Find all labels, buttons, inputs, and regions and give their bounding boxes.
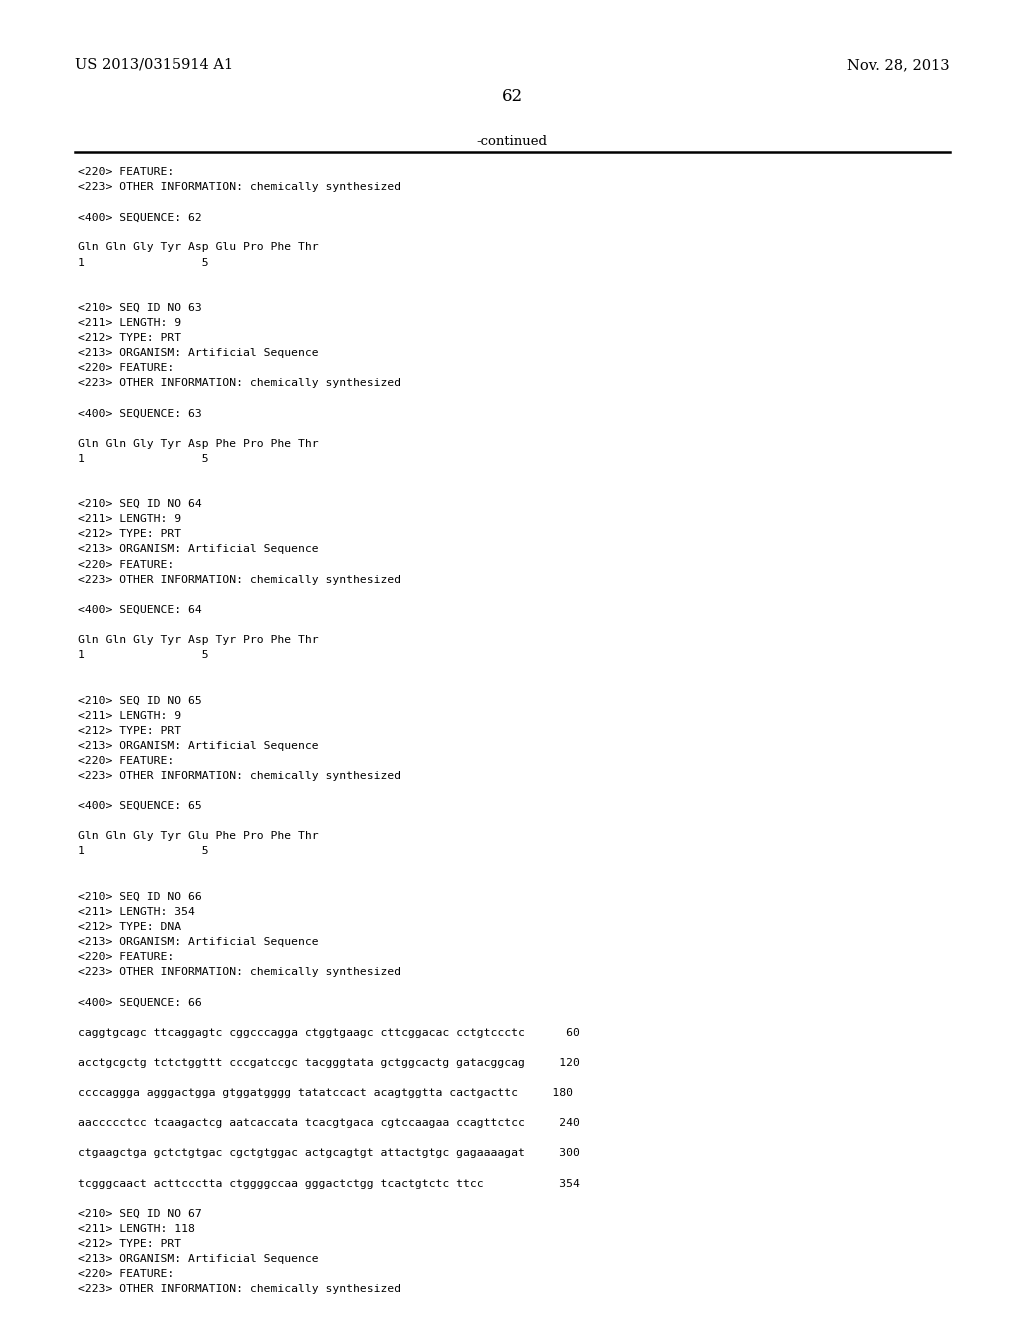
Text: US 2013/0315914 A1: US 2013/0315914 A1 bbox=[75, 58, 233, 73]
Text: <211> LENGTH: 118: <211> LENGTH: 118 bbox=[78, 1224, 195, 1234]
Text: <210> SEQ ID NO 63: <210> SEQ ID NO 63 bbox=[78, 302, 202, 313]
Text: Gln Gln Gly Tyr Asp Tyr Pro Phe Thr: Gln Gln Gly Tyr Asp Tyr Pro Phe Thr bbox=[78, 635, 318, 645]
Text: <212> TYPE: PRT: <212> TYPE: PRT bbox=[78, 1239, 181, 1249]
Text: <211> LENGTH: 354: <211> LENGTH: 354 bbox=[78, 907, 195, 917]
Text: <400> SEQUENCE: 65: <400> SEQUENCE: 65 bbox=[78, 801, 202, 812]
Text: <213> ORGANISM: Artificial Sequence: <213> ORGANISM: Artificial Sequence bbox=[78, 741, 318, 751]
Text: acctgcgctg tctctggttt cccgatccgc tacgggtata gctggcactg gatacggcag     120: acctgcgctg tctctggttt cccgatccgc tacgggt… bbox=[78, 1057, 580, 1068]
Text: <212> TYPE: PRT: <212> TYPE: PRT bbox=[78, 726, 181, 735]
Text: aaccccctcc tcaagactcg aatcaccata tcacgtgaca cgtccaagaa ccagttctcc     240: aaccccctcc tcaagactcg aatcaccata tcacgtg… bbox=[78, 1118, 580, 1129]
Text: <220> FEATURE:: <220> FEATURE: bbox=[78, 363, 174, 374]
Text: <211> LENGTH: 9: <211> LENGTH: 9 bbox=[78, 515, 181, 524]
Text: <220> FEATURE:: <220> FEATURE: bbox=[78, 560, 174, 570]
Text: <220> FEATURE:: <220> FEATURE: bbox=[78, 952, 174, 962]
Text: 62: 62 bbox=[502, 88, 522, 106]
Text: <210> SEQ ID NO 64: <210> SEQ ID NO 64 bbox=[78, 499, 202, 510]
Text: <220> FEATURE:: <220> FEATURE: bbox=[78, 1270, 174, 1279]
Text: Gln Gln Gly Tyr Glu Phe Pro Phe Thr: Gln Gln Gly Tyr Glu Phe Pro Phe Thr bbox=[78, 832, 318, 841]
Text: <223> OTHER INFORMATION: chemically synthesized: <223> OTHER INFORMATION: chemically synt… bbox=[78, 1284, 401, 1295]
Text: <213> ORGANISM: Artificial Sequence: <213> ORGANISM: Artificial Sequence bbox=[78, 937, 318, 948]
Text: <223> OTHER INFORMATION: chemically synthesized: <223> OTHER INFORMATION: chemically synt… bbox=[78, 968, 401, 977]
Text: <210> SEQ ID NO 65: <210> SEQ ID NO 65 bbox=[78, 696, 202, 705]
Text: 1                 5: 1 5 bbox=[78, 846, 209, 857]
Text: ctgaagctga gctctgtgac cgctgtggac actgcagtgt attactgtgc gagaaaagat     300: ctgaagctga gctctgtgac cgctgtggac actgcag… bbox=[78, 1148, 580, 1159]
Text: <211> LENGTH: 9: <211> LENGTH: 9 bbox=[78, 710, 181, 721]
Text: <220> FEATURE:: <220> FEATURE: bbox=[78, 756, 174, 766]
Text: <220> FEATURE:: <220> FEATURE: bbox=[78, 168, 174, 177]
Text: <213> ORGANISM: Artificial Sequence: <213> ORGANISM: Artificial Sequence bbox=[78, 544, 318, 554]
Text: <210> SEQ ID NO 67: <210> SEQ ID NO 67 bbox=[78, 1209, 202, 1218]
Text: <400> SEQUENCE: 62: <400> SEQUENCE: 62 bbox=[78, 213, 202, 222]
Text: ccccaggga agggactgga gtggatgggg tatatccact acagtggtta cactgacttc     180: ccccaggga agggactgga gtggatgggg tatatcca… bbox=[78, 1088, 573, 1098]
Text: 1                 5: 1 5 bbox=[78, 454, 209, 463]
Text: <213> ORGANISM: Artificial Sequence: <213> ORGANISM: Artificial Sequence bbox=[78, 348, 318, 358]
Text: -continued: -continued bbox=[476, 135, 548, 148]
Text: <210> SEQ ID NO 66: <210> SEQ ID NO 66 bbox=[78, 892, 202, 902]
Text: Gln Gln Gly Tyr Asp Glu Pro Phe Thr: Gln Gln Gly Tyr Asp Glu Pro Phe Thr bbox=[78, 243, 318, 252]
Text: <213> ORGANISM: Artificial Sequence: <213> ORGANISM: Artificial Sequence bbox=[78, 1254, 318, 1265]
Text: <223> OTHER INFORMATION: chemically synthesized: <223> OTHER INFORMATION: chemically synt… bbox=[78, 379, 401, 388]
Text: <211> LENGTH: 9: <211> LENGTH: 9 bbox=[78, 318, 181, 327]
Text: tcgggcaact acttccctta ctggggccaa gggactctgg tcactgtctc ttcc           354: tcgggcaact acttccctta ctggggccaa gggactc… bbox=[78, 1179, 580, 1189]
Text: <212> TYPE: DNA: <212> TYPE: DNA bbox=[78, 921, 181, 932]
Text: <400> SEQUENCE: 63: <400> SEQUENCE: 63 bbox=[78, 409, 202, 418]
Text: 1                 5: 1 5 bbox=[78, 651, 209, 660]
Text: 1                 5: 1 5 bbox=[78, 257, 209, 268]
Text: <212> TYPE: PRT: <212> TYPE: PRT bbox=[78, 333, 181, 343]
Text: Nov. 28, 2013: Nov. 28, 2013 bbox=[848, 58, 950, 73]
Text: <223> OTHER INFORMATION: chemically synthesized: <223> OTHER INFORMATION: chemically synt… bbox=[78, 771, 401, 781]
Text: <400> SEQUENCE: 64: <400> SEQUENCE: 64 bbox=[78, 605, 202, 615]
Text: <400> SEQUENCE: 66: <400> SEQUENCE: 66 bbox=[78, 998, 202, 1007]
Text: <223> OTHER INFORMATION: chemically synthesized: <223> OTHER INFORMATION: chemically synt… bbox=[78, 574, 401, 585]
Text: caggtgcagc ttcaggagtc cggcccagga ctggtgaagc cttcggacac cctgtccctc      60: caggtgcagc ttcaggagtc cggcccagga ctggtga… bbox=[78, 1028, 580, 1038]
Text: Gln Gln Gly Tyr Asp Phe Pro Phe Thr: Gln Gln Gly Tyr Asp Phe Pro Phe Thr bbox=[78, 438, 318, 449]
Text: <212> TYPE: PRT: <212> TYPE: PRT bbox=[78, 529, 181, 540]
Text: <223> OTHER INFORMATION: chemically synthesized: <223> OTHER INFORMATION: chemically synt… bbox=[78, 182, 401, 193]
